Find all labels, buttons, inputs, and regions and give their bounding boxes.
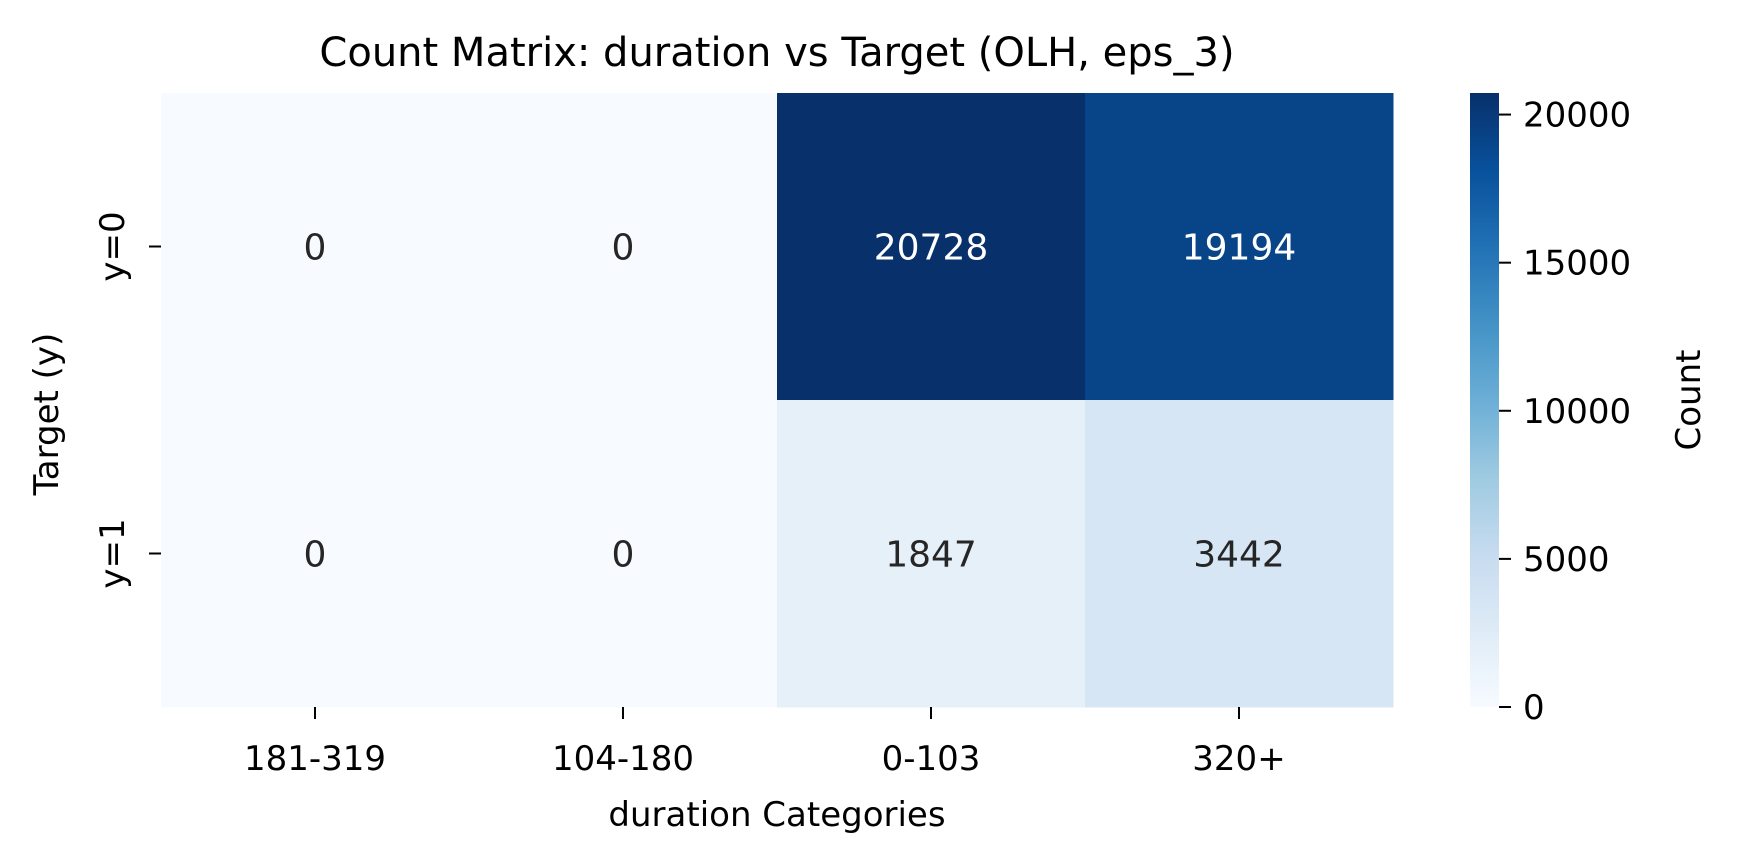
heatmap-cell xyxy=(777,93,1086,401)
cell-value-label: 0 xyxy=(304,535,327,576)
y-tick-label: y=1 xyxy=(93,518,133,588)
y-axis-ticks: y=0 y=1 xyxy=(93,211,161,589)
cell-value-label: 3442 xyxy=(1193,535,1285,576)
heatmap-cell xyxy=(1085,93,1394,401)
heatmap-cell xyxy=(1085,400,1394,708)
cell-value-label: 0 xyxy=(612,228,635,269)
x-tick-label: 104-180 xyxy=(552,739,694,779)
y-tick-label: y=0 xyxy=(93,211,133,281)
x-axis-label: duration Categories xyxy=(608,795,945,835)
heatmap-cell xyxy=(161,400,470,708)
x-tick-label: 181-319 xyxy=(244,739,386,779)
colorbar-tick-label: 5000 xyxy=(1523,540,1610,580)
colorbar xyxy=(1470,93,1499,707)
cell-value-label: 19194 xyxy=(1182,228,1297,269)
colorbar-tick-label: 10000 xyxy=(1523,392,1631,432)
cell-value-label: 0 xyxy=(304,228,327,269)
y-axis-label: Target (y) xyxy=(27,333,67,497)
x-tick-label: 0-103 xyxy=(882,739,981,779)
x-tick-label: 320+ xyxy=(1192,739,1285,779)
heatmap-cell xyxy=(161,93,470,401)
cell-value-labels: 0 0 20728 19194 0 0 1847 3442 xyxy=(304,228,1297,576)
heatmap-cells xyxy=(161,93,1394,708)
heatmap-cell xyxy=(469,400,778,708)
cell-value-label: 0 xyxy=(612,535,635,576)
cell-value-label: 20728 xyxy=(874,228,989,269)
heatmap-cell xyxy=(777,400,1086,708)
colorbar-tick-label: 15000 xyxy=(1523,244,1631,284)
x-axis-ticks: 181-319 104-180 0-103 320+ xyxy=(244,707,1286,779)
colorbar-tick-label: 20000 xyxy=(1523,96,1631,136)
colorbar-label: Count xyxy=(1669,350,1709,451)
colorbar-ticks: 0 5000 10000 15000 20000 xyxy=(1499,96,1631,728)
cell-value-label: 1847 xyxy=(885,535,977,576)
heatmap-cell xyxy=(469,93,778,401)
chart-title: Count Matrix: duration vs Target (OLH, e… xyxy=(319,30,1234,76)
colorbar-tick-label: 0 xyxy=(1523,688,1545,728)
